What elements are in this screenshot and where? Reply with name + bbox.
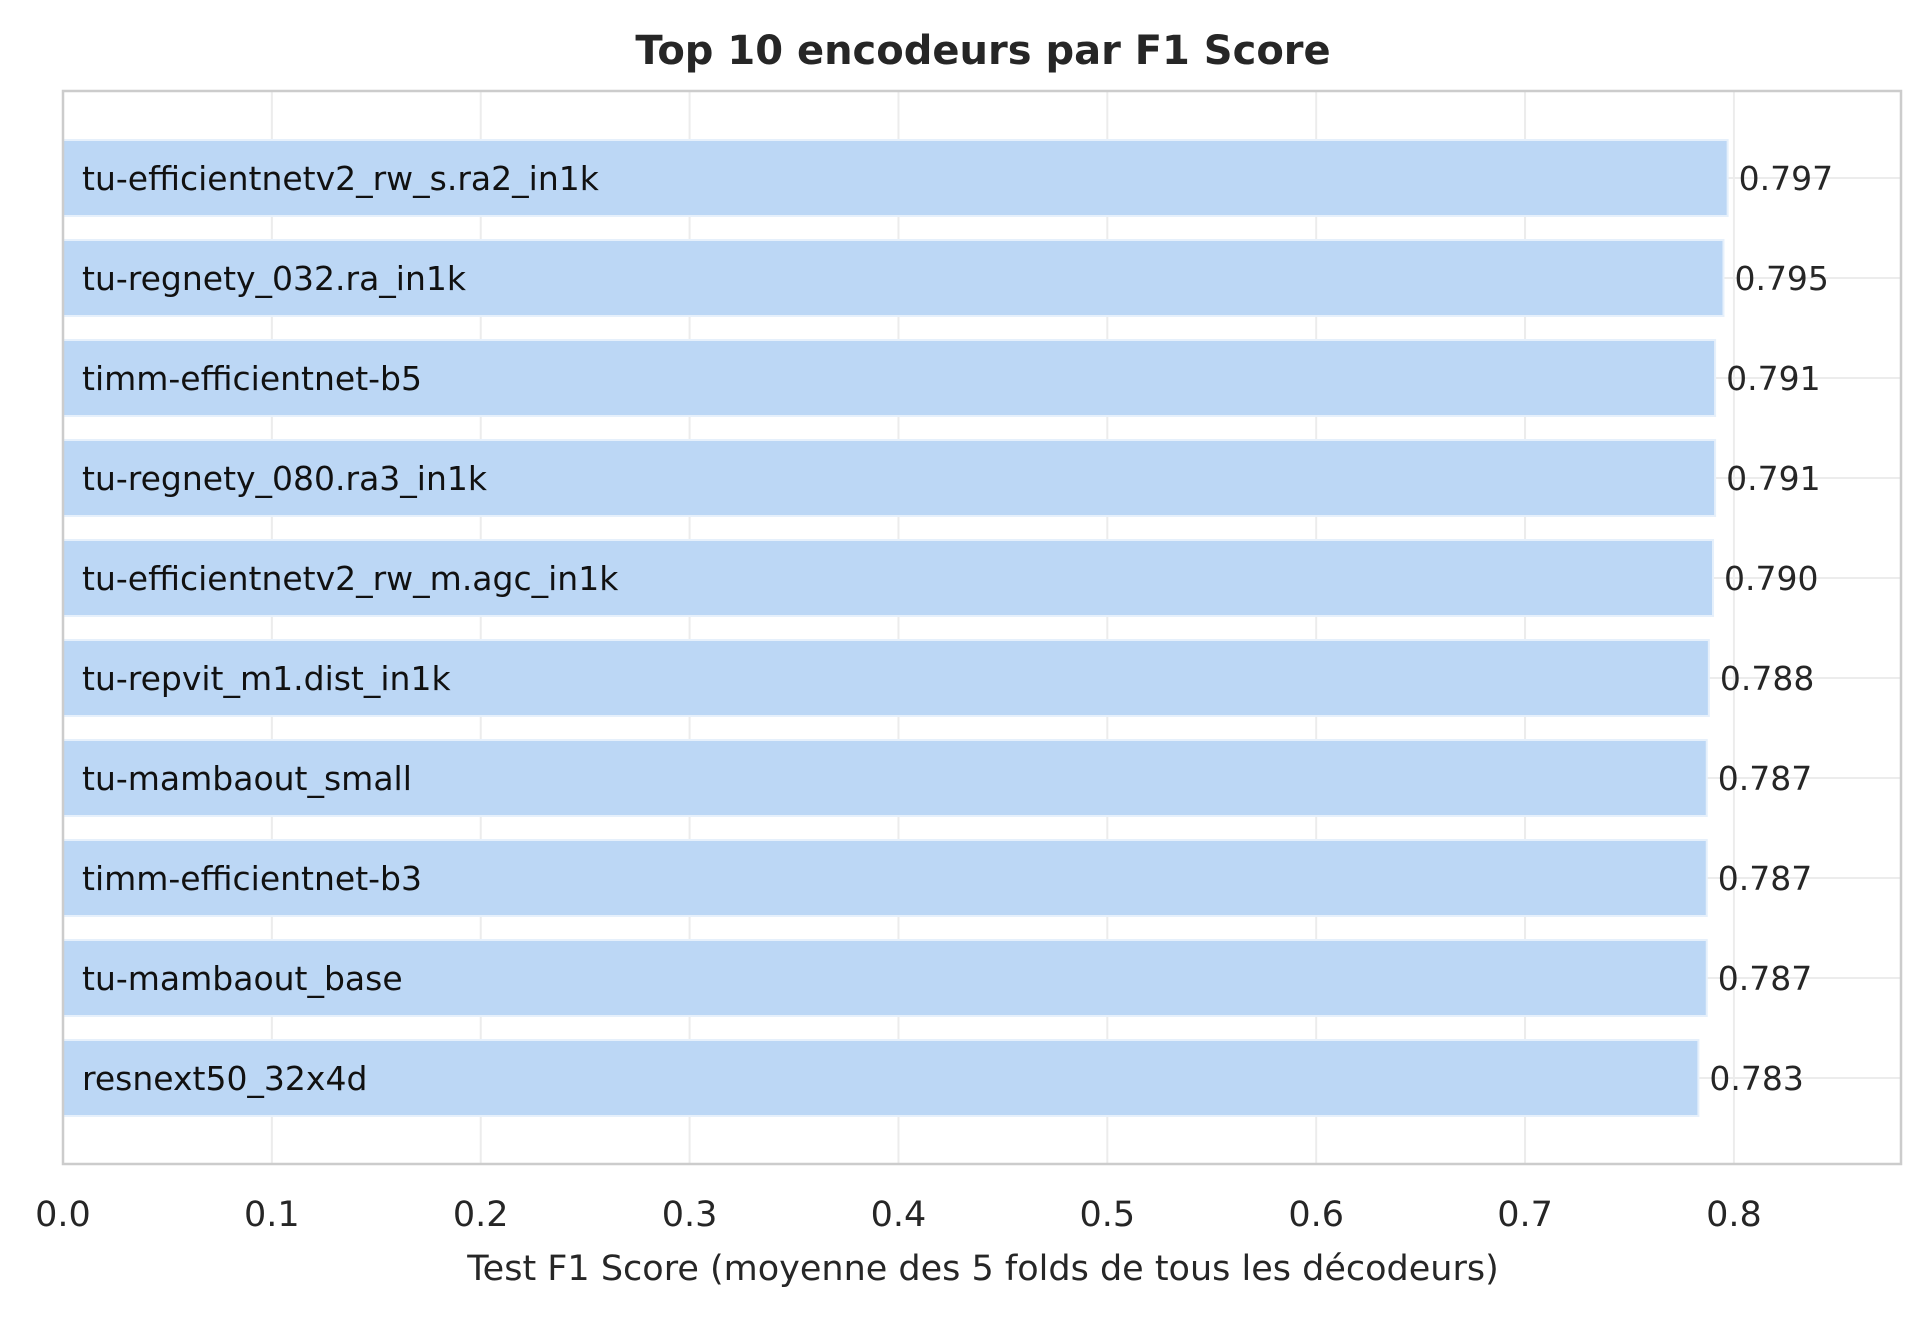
bar-value-label: 0.788 — [1720, 659, 1814, 698]
bar — [62, 839, 1708, 917]
bar — [62, 339, 1717, 417]
bar — [62, 939, 1708, 1017]
x-tick-label: 0.2 — [453, 1195, 509, 1235]
x-tick-label: 0.3 — [662, 1195, 718, 1235]
bar-value-label: 0.787 — [1718, 759, 1812, 798]
x-tick-label: 0.8 — [1706, 1195, 1762, 1235]
bar-category-label: timm-efficientnet-b5 — [82, 359, 422, 398]
x-axis-label: Test F1 Score (moyenne des 5 folds de to… — [466, 1249, 1499, 1289]
x-tick-label: 0.1 — [244, 1195, 300, 1235]
bar-value-label: 0.795 — [1734, 259, 1828, 298]
bar-value-label: 0.787 — [1718, 859, 1812, 898]
bar — [62, 539, 1715, 617]
x-tick-label: 0.4 — [871, 1195, 927, 1235]
bar-category-label: tu-repvit_m1.dist_in1k — [82, 659, 451, 698]
bar-category-label: timm-efficientnet-b3 — [82, 859, 422, 898]
plot-frame — [61, 89, 1903, 1166]
bar-value-label: 0.787 — [1718, 959, 1812, 998]
bar-value-label: 0.790 — [1724, 559, 1818, 598]
bar-value-label: 0.797 — [1739, 159, 1833, 198]
bar — [62, 1039, 1700, 1117]
bar-category-label: tu-regnety_080.ra3_in1k — [82, 459, 488, 498]
bar-category-label: tu-mambaout_base — [82, 959, 403, 998]
bar-category-label: tu-efficientnetv2_rw_s.ra2_in1k — [82, 159, 600, 198]
bars: tu-efficientnetv2_rw_s.ra2_in1k 0.797 tu-r… — [62, 139, 1833, 1117]
bar — [62, 239, 1725, 317]
x-tick-label: 0.7 — [1497, 1195, 1553, 1235]
bar-value-label: 0.783 — [1709, 1059, 1803, 1098]
bar-category-label: resnext50_32x4d — [82, 1059, 367, 1098]
chart-title: Top 10 encodeurs par F1 Score — [635, 28, 1330, 74]
bar-category-label: tu-mambaout_small — [82, 759, 412, 798]
x-tick-label: 0.6 — [1288, 1195, 1344, 1235]
x-tick-label: 0.5 — [1079, 1195, 1135, 1235]
bar-value-label: 0.791 — [1726, 459, 1820, 498]
bar — [62, 139, 1729, 217]
bar-category-label: tu-efficientnetv2_rw_m.agc_in1k — [82, 559, 619, 598]
x-tick-label: 0.0 — [35, 1195, 91, 1235]
bar-category-label: tu-regnety_032.ra_in1k — [82, 259, 467, 298]
bar-value-label: 0.791 — [1726, 359, 1820, 398]
bar — [62, 739, 1708, 817]
x-axis-ticks: 0.0 0.1 0.2 0.3 0.4 0.5 0.6 0.7 0.8 — [35, 1195, 1762, 1235]
